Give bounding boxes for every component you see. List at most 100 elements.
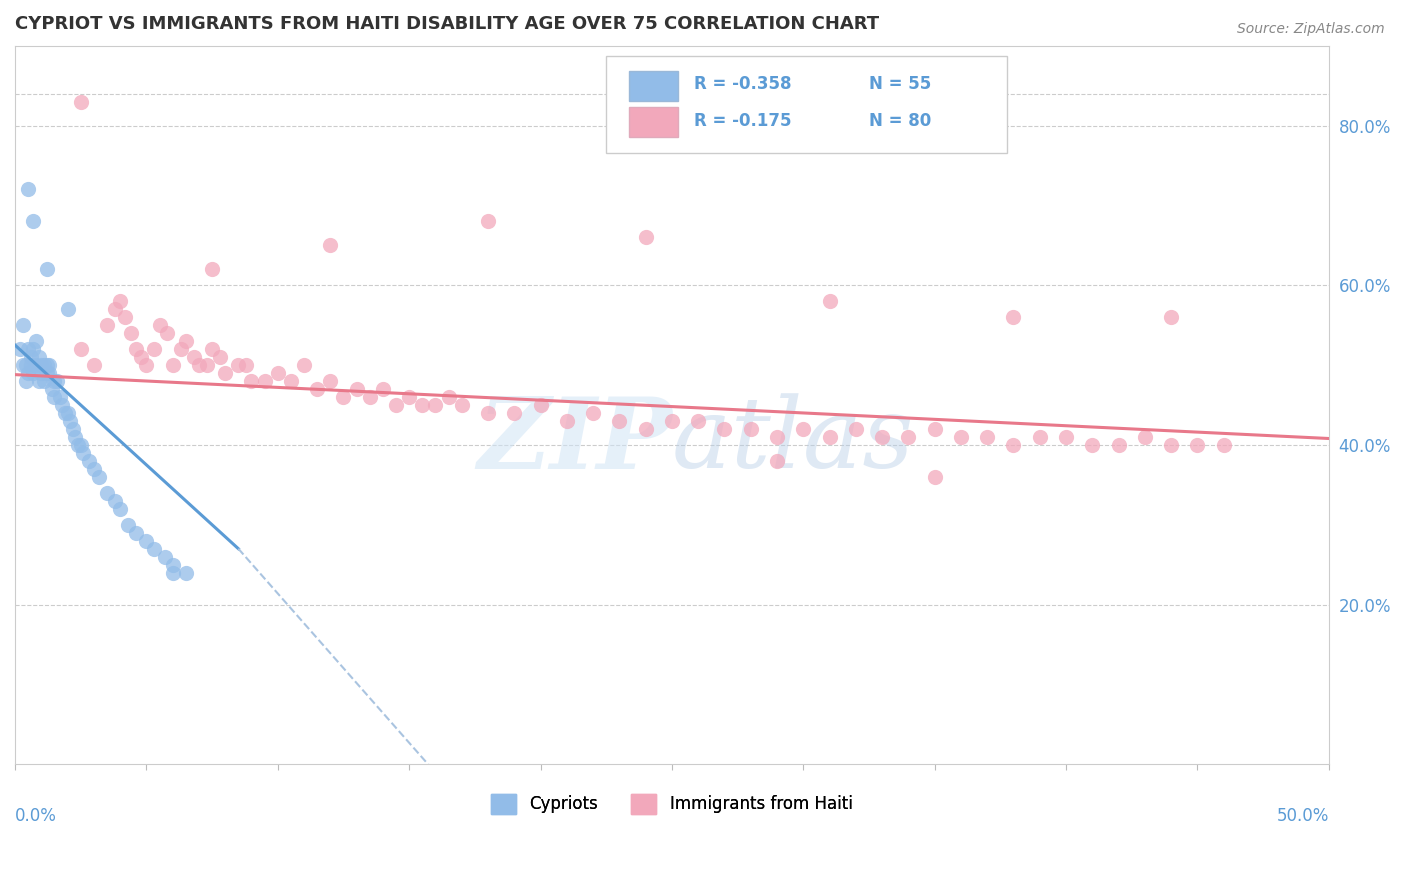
Point	[38, 366, 60, 380]
Point	[148, 318, 170, 332]
Legend: Cypriots, Immigrants from Haiti: Cypriots, Immigrants from Haiti	[485, 787, 859, 821]
Point	[153, 549, 176, 564]
Point	[11, 358, 34, 372]
Point	[96, 318, 118, 332]
Point	[32, 358, 55, 372]
Point	[292, 358, 315, 372]
Point	[77, 454, 100, 468]
Point	[108, 501, 131, 516]
Point	[924, 470, 946, 484]
Point	[17, 182, 39, 196]
Point	[661, 414, 683, 428]
Point	[174, 566, 197, 580]
Point	[183, 350, 205, 364]
Point	[72, 446, 94, 460]
Point	[897, 430, 920, 444]
Point	[83, 358, 105, 372]
Point	[766, 430, 789, 444]
Point	[162, 558, 184, 572]
Point	[634, 230, 657, 244]
Point	[69, 342, 91, 356]
FancyBboxPatch shape	[606, 56, 1007, 153]
Point	[104, 493, 127, 508]
Point	[818, 294, 841, 309]
Point	[1187, 438, 1209, 452]
Point	[129, 350, 152, 364]
Point	[14, 358, 37, 372]
Point	[25, 334, 48, 348]
Point	[59, 414, 82, 428]
Point	[976, 430, 998, 444]
Point	[1212, 438, 1234, 452]
Point	[201, 262, 224, 277]
Point	[69, 438, 91, 452]
Point	[503, 406, 526, 420]
Point	[529, 398, 551, 412]
Point	[792, 422, 814, 436]
Text: N = 55: N = 55	[869, 76, 931, 94]
Point	[14, 374, 37, 388]
Text: R = -0.358: R = -0.358	[695, 76, 792, 94]
Point	[48, 390, 70, 404]
Point	[25, 358, 48, 372]
Point	[35, 366, 58, 380]
Point	[114, 310, 136, 325]
Point	[83, 462, 105, 476]
Point	[267, 366, 290, 380]
Point	[87, 470, 110, 484]
Point	[30, 358, 52, 372]
Point	[437, 390, 460, 404]
Point	[280, 374, 302, 388]
Point	[44, 390, 66, 404]
Point	[17, 342, 39, 356]
Point	[17, 366, 39, 380]
Point	[845, 422, 868, 436]
Point	[208, 350, 231, 364]
Point	[319, 238, 342, 252]
Point	[11, 318, 34, 332]
Point	[398, 390, 420, 404]
Point	[20, 350, 42, 364]
Text: 0.0%: 0.0%	[15, 807, 56, 825]
Point	[240, 374, 263, 388]
Point	[22, 342, 45, 356]
Point	[253, 374, 276, 388]
Point	[1160, 438, 1182, 452]
Point	[555, 414, 578, 428]
Point	[766, 454, 789, 468]
Text: 50.0%: 50.0%	[1277, 807, 1329, 825]
Point	[187, 358, 209, 372]
Point	[924, 422, 946, 436]
Point	[688, 414, 710, 428]
Point	[1081, 438, 1104, 452]
Point	[56, 302, 79, 317]
Point	[51, 398, 73, 412]
Point	[44, 374, 66, 388]
Point	[135, 358, 157, 372]
Point	[143, 342, 166, 356]
Point	[870, 430, 893, 444]
Point	[319, 374, 342, 388]
Point	[740, 422, 762, 436]
Point	[385, 398, 408, 412]
Point	[1002, 310, 1025, 325]
FancyBboxPatch shape	[628, 107, 679, 137]
Point	[1054, 430, 1077, 444]
Text: R = -0.175: R = -0.175	[695, 112, 792, 130]
Point	[174, 334, 197, 348]
Point	[30, 366, 52, 380]
Point	[359, 390, 381, 404]
Point	[35, 262, 58, 277]
FancyBboxPatch shape	[628, 70, 679, 101]
Point	[143, 541, 166, 556]
Point	[46, 374, 69, 388]
Point	[411, 398, 433, 412]
Point	[162, 566, 184, 580]
Point	[371, 382, 394, 396]
Point	[450, 398, 472, 412]
Point	[1029, 430, 1052, 444]
Point	[35, 358, 58, 372]
Point	[22, 366, 45, 380]
Point	[582, 406, 605, 420]
Point	[162, 358, 184, 372]
